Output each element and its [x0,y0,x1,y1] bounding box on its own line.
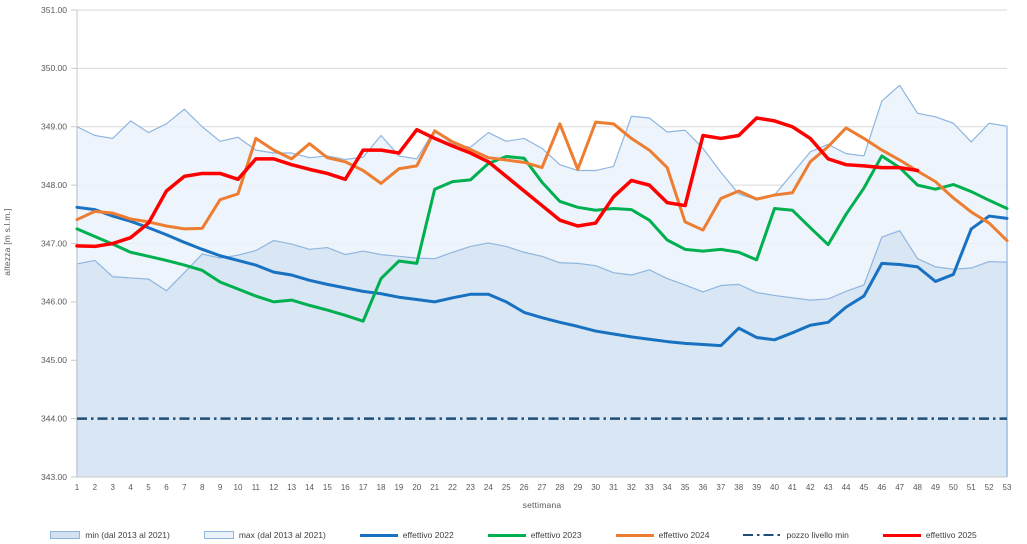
chart-plot: 343.00 344.00 345.00 346.00 347.00 348.00 349.… [41,5,1012,492]
line-swatch-icon [615,533,654,537]
x-axis-tick-label: 16 [341,483,350,492]
min-area-swatch-icon [50,531,81,539]
x-axis-tick-label: 26 [520,483,529,492]
legend-label: effettivo 2023 [530,530,582,540]
x-axis-tick-label: 23 [466,483,475,492]
x-axis-tick-label: 43 [824,483,833,492]
y-axis-tick-label: 351.00 [41,5,67,15]
legend-item-effettivo-2024: effettivo 2024 [615,530,710,540]
max-area-swatch-icon [203,531,234,539]
x-axis-tick-label: 25 [502,483,511,492]
x-axis-tick-label: 22 [448,483,457,492]
y-axis-tick-label: 350.00 [41,63,67,73]
x-axis-tick-label: 19 [394,483,403,492]
series-line-effettivo-2022 [75,205,1009,348]
x-axis-tick-label: 12 [269,483,278,492]
x-axis-tick-label: 50 [949,483,958,492]
series-line-effettivo-2025 [75,116,920,249]
legend-item-max: max (dal 2013 al 2021) [203,530,326,540]
x-axis-tick-label: 21 [430,483,439,492]
legend-label: effettivo 2022 [402,530,454,540]
y-axis-tick-label: 346.00 [41,297,67,307]
x-axis-tick-label: 13 [287,483,296,492]
x-axis-tick-label: 42 [806,483,815,492]
x-axis-tick-label: 31 [609,483,618,492]
y-axis-tick-label: 348.00 [41,180,67,190]
legend-label: pozzo livello min [786,530,849,540]
series-area-min [76,230,1008,477]
x-axis-tick-label: 32 [627,483,636,492]
x-axis-tick-label: 34 [663,483,672,492]
x-axis-tick-label: 53 [1003,483,1012,492]
x-axis-tick-label: 9 [218,483,223,492]
x-axis-tick-label: 17 [359,483,368,492]
x-axis-tick-label: 49 [931,483,940,492]
y-axis-tick-label: 347.00 [41,238,67,248]
x-axis-tick-label: 35 [681,483,690,492]
x-axis-tick-label: 5 [146,483,151,492]
x-axis-tick-label: 30 [591,483,600,492]
line-swatch-icon [487,533,526,537]
x-axis-tick-label: 40 [770,483,779,492]
x-axis-tick-label: 51 [967,483,976,492]
x-axis-tick-label: 10 [234,483,243,492]
x-axis-tick-label: 48 [913,483,922,492]
x-axis-tick-label: 36 [699,483,708,492]
dash-dot-line-swatch-icon [743,533,782,537]
x-axis-tick-label: 52 [985,483,994,492]
x-axis-tick-label: 39 [752,483,761,492]
y-axis-title: altezza [m s.l.m.] [2,208,12,276]
x-axis-tick-label: 29 [573,483,582,492]
x-axis-tick-label: 7 [182,483,187,492]
x-axis-tick-label: 18 [377,483,386,492]
x-axis-tick-label: 47 [895,483,904,492]
x-axis-tick-label: 46 [877,483,886,492]
line-swatch-icon [882,533,921,537]
x-axis-tick-label: 2 [93,483,98,492]
legend-item-effettivo-2022: effettivo 2022 [359,530,454,540]
x-axis-tick-label: 20 [412,483,421,492]
legend-label: max (dal 2013 al 2021) [238,530,326,540]
x-axis-tick-label: 24 [484,483,493,492]
x-axis-tick-label: 3 [111,483,116,492]
y-axis-tick-label: 345.00 [41,355,67,365]
x-axis-tick-label: 45 [859,483,868,492]
x-axis-tick-label: 44 [842,483,851,492]
x-axis-tick-label: 37 [716,483,725,492]
x-axis-tick-label: 33 [645,483,654,492]
x-axis-tick-label: 27 [538,483,547,492]
x-axis-tick-label: 11 [252,483,261,492]
y-axis-tick-label: 344.00 [41,413,67,423]
x-axis-title: settimana [522,500,562,510]
legend-item-pozzo-livello-min: pozzo livello min [743,530,849,540]
legend-label: min (dal 2013 al 2021) [85,530,170,540]
x-axis-tick-label: 6 [164,483,169,492]
legend-item-effettivo-2023: effettivo 2023 [487,530,582,540]
x-axis-tick-label: 28 [555,483,564,492]
x-axis-tick-label: 4 [128,483,133,492]
x-axis-tick-label: 15 [323,483,332,492]
chart-legend: min (dal 2013 al 2021) max (dal 2013 al … [0,526,1027,544]
x-axis-tick-label: 14 [305,483,314,492]
x-axis-tick-label: 38 [734,483,743,492]
water-level-line-chart: 343.00 344.00 345.00 346.00 347.00 348.00 349.… [2,5,1012,510]
x-axis-tick-label: 1 [75,483,80,492]
x-axis-tick-label: 41 [788,483,797,492]
y-axis-tick-label: 349.00 [41,122,67,132]
legend-label: effettivo 2025 [925,530,977,540]
line-swatch-icon [359,533,398,537]
legend-item-min: min (dal 2013 al 2021) [50,530,170,540]
legend-label: effettivo 2024 [658,530,710,540]
series-line-effettivo-2024 [75,120,1009,243]
y-axis-tick-label: 343.00 [41,472,67,482]
legend-item-effettivo-2025: effettivo 2025 [882,530,977,540]
series-line-effettivo-2023 [75,154,1009,323]
x-axis-tick-label: 8 [200,483,205,492]
